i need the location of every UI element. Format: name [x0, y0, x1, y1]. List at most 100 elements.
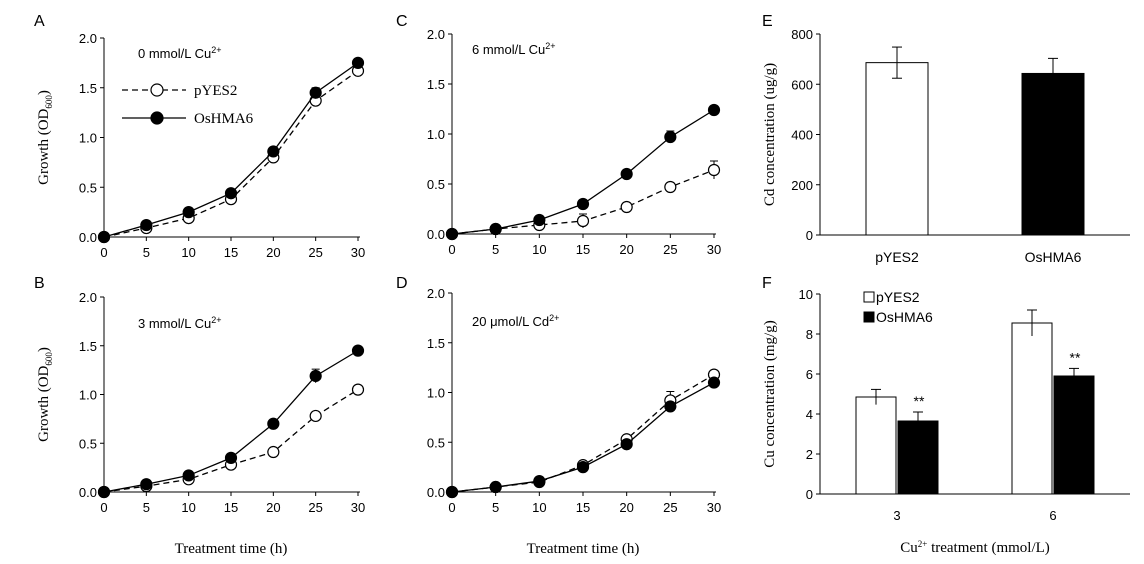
- panel-e-letter: E: [762, 13, 773, 30]
- y-axis-title-end: ): [36, 347, 52, 352]
- x-tick-label: 0: [448, 500, 455, 515]
- y-tick-label: 600: [791, 77, 813, 92]
- data-point-oshma6: [664, 130, 677, 144]
- x-category-label: pYES2: [875, 249, 919, 265]
- data-point-oshma6: [620, 167, 633, 181]
- data-point-oshma6: [309, 86, 322, 99]
- x-tick-label: 0: [100, 500, 107, 515]
- condition-ion: 2+: [545, 41, 555, 51]
- bar-oshma6-3: [897, 420, 939, 495]
- y-tick-label: 0.0: [79, 485, 97, 500]
- data-point-oshma6: [576, 461, 590, 474]
- legend-swatch: [863, 291, 875, 303]
- panel-f: F 0 2 4 6 8 10 ** 3 ** 6 pYES2 OsHMA6 Cu concentrati…: [762, 275, 1130, 556]
- y-tick-label: 1.5: [427, 77, 445, 92]
- y-tick-label: 1.0: [427, 386, 445, 401]
- legend-label: pYES2: [194, 83, 237, 99]
- y-axis-title: Cd concentration (ug/g): [762, 63, 778, 206]
- data-point-oshma6: [620, 438, 633, 451]
- panel-f-letter: F: [762, 275, 772, 292]
- y-tick-label: 2.0: [79, 31, 97, 46]
- data-point-oshma6: [97, 230, 111, 244]
- y-tick-label: 10: [799, 287, 813, 302]
- bar-pyes2-3: [855, 396, 897, 495]
- data-point-oshma6: [489, 222, 502, 236]
- y-tick-label: 0.0: [427, 227, 445, 242]
- condition-ion: 2+: [211, 45, 221, 55]
- y-tick-label: 1.5: [79, 81, 97, 96]
- y-tick-label: 1.0: [79, 388, 97, 403]
- data-point-oshma6: [351, 56, 365, 69]
- x-tick-label: 10: [181, 500, 195, 515]
- legend-swatch: [863, 311, 875, 323]
- y-tick-label: 2.0: [79, 290, 97, 305]
- y-axis-title-main: Growth (OD: [36, 108, 52, 184]
- legend-label: pYES2: [876, 289, 920, 305]
- x-axis-title: Treatment time (h): [527, 541, 640, 557]
- x-tick-label: 5: [492, 500, 499, 515]
- x-tick-label: 25: [308, 500, 322, 515]
- condition-label: 3 mmol/L Cu2+: [138, 315, 221, 331]
- y-tick-label: 0.5: [427, 435, 445, 450]
- y-tick-label: 800: [791, 27, 813, 42]
- panel-c: C 0.0 0.5 1.0 1.5 2.0 0 5 10 15 20 25 30 6 mmol/L Cu…: [396, 13, 721, 257]
- series-line-pyes2: [451, 374, 715, 493]
- y-tick-label: 0.5: [427, 177, 445, 192]
- bar-pyes2: [865, 62, 929, 236]
- data-point-oshma6: [309, 369, 322, 383]
- data-point-oshma6: [445, 485, 459, 499]
- x-tick-label: 30: [351, 245, 365, 260]
- y-axis-title: Growth (OD600): [36, 347, 54, 442]
- data-point-pyes2: [576, 214, 590, 228]
- significance-marker: **: [1070, 349, 1081, 365]
- y-tick-label: 0.0: [427, 485, 445, 500]
- x-tick-label: 20: [266, 500, 280, 515]
- data-point-oshma6: [664, 400, 677, 413]
- x-tick-label: 15: [576, 500, 590, 515]
- legend-marker: [150, 111, 164, 125]
- x-tick-label: 25: [663, 242, 677, 257]
- y-tick-label: 6: [806, 367, 813, 382]
- y-tick-label: 2.0: [427, 286, 445, 301]
- y-tick-label: 0.0: [79, 230, 97, 245]
- x-tick-label: 30: [707, 242, 721, 257]
- panel-b-letter: B: [34, 275, 45, 292]
- x-axis-title-main: Cu: [900, 540, 918, 556]
- condition-ion: 2+: [549, 313, 559, 323]
- panel-b: B 0.0 0.5 1.0 1.5 2.0 0 5 10 15 20 25 30 3 mmol/L Cu…: [34, 275, 365, 557]
- data-point-oshma6: [576, 197, 590, 211]
- data-point-oshma6: [182, 206, 195, 219]
- legend-label: OsHMA6: [876, 309, 933, 325]
- data-point-oshma6: [267, 145, 280, 158]
- data-point-oshma6: [707, 376, 721, 389]
- x-tick-label: 20: [619, 500, 633, 515]
- x-tick-label: 20: [266, 245, 280, 260]
- data-point-pyes2: [351, 383, 365, 396]
- y-axis-title-sub: 600: [44, 352, 54, 366]
- x-axis-title: Cu2+ treatment (mmol/L): [900, 539, 1050, 556]
- bar-oshma6-6: [1053, 375, 1095, 495]
- data-point-oshma6: [445, 227, 459, 241]
- data-point-pyes2: [309, 409, 322, 423]
- x-tick-label: 30: [707, 500, 721, 515]
- data-point-oshma6: [489, 480, 502, 494]
- x-tick-label: 20: [619, 242, 633, 257]
- condition-text: 20 μmol/L Cd: [472, 314, 549, 329]
- y-tick-label: 0: [806, 487, 813, 502]
- data-point-oshma6: [97, 485, 111, 499]
- x-tick-label: 5: [143, 500, 150, 515]
- x-tick-label: 5: [492, 242, 499, 257]
- data-point-oshma6: [533, 474, 546, 488]
- x-tick-label: 25: [308, 245, 322, 260]
- condition-ion: 2+: [211, 315, 221, 325]
- condition-label: 6 mmol/L Cu2+: [472, 41, 555, 57]
- y-tick-label: 400: [791, 128, 813, 143]
- y-tick-label: 0: [806, 228, 813, 243]
- y-tick-label: 2: [806, 447, 813, 462]
- data-point-pyes2: [707, 163, 721, 177]
- x-tick-label: 0: [448, 242, 455, 257]
- condition-label: 20 μmol/L Cd2+: [472, 313, 559, 329]
- data-point-oshma6: [267, 417, 280, 430]
- x-tick-label: 10: [532, 500, 546, 515]
